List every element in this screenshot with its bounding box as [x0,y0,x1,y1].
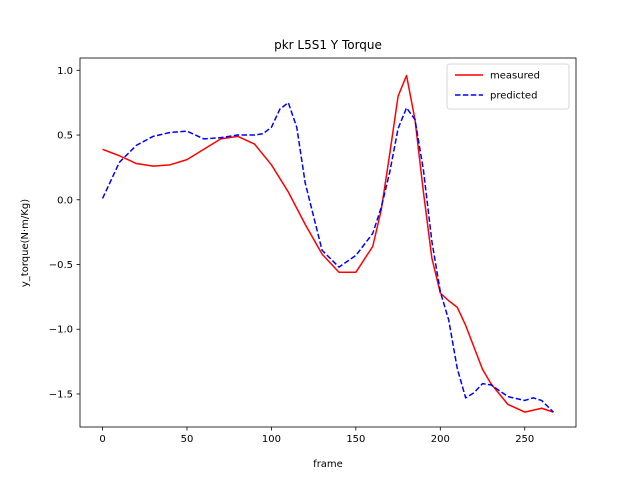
x-tick-label: 150 [346,434,365,445]
legend-label-predicted: predicted [490,91,537,102]
x-tick-label: 100 [262,434,281,445]
legend-label-measured: measured [490,71,540,82]
x-tick-label: 250 [515,434,534,445]
plot-area: 0 50 100 150 200 250 1.0 0.5 0.0 −0.5 −1.0 −1.5 [49,57,577,445]
y-tick-label: −1.5 [49,389,73,400]
chart-title: pkr L5S1 Y Torque [274,38,382,52]
axes-frame [79,57,577,428]
y-tick-label: 0.5 [57,131,73,142]
x-tick-label: 50 [181,434,194,445]
x-axis-label: frame [313,459,343,470]
x-tick-label: 0 [99,434,105,445]
series-line-measured [102,74,554,413]
legend: measured predicted [446,63,570,110]
y-tick-label: 0.0 [57,195,73,206]
y-tick-label: 1.0 [57,66,73,77]
series-line-predicted [101,101,554,413]
x-tick-label: 200 [431,434,450,445]
y-tick-label: −0.5 [49,260,73,271]
y-axis-label: y_torque(N·m/Kg) [20,199,31,287]
y-tick-label: −1.0 [49,325,73,336]
